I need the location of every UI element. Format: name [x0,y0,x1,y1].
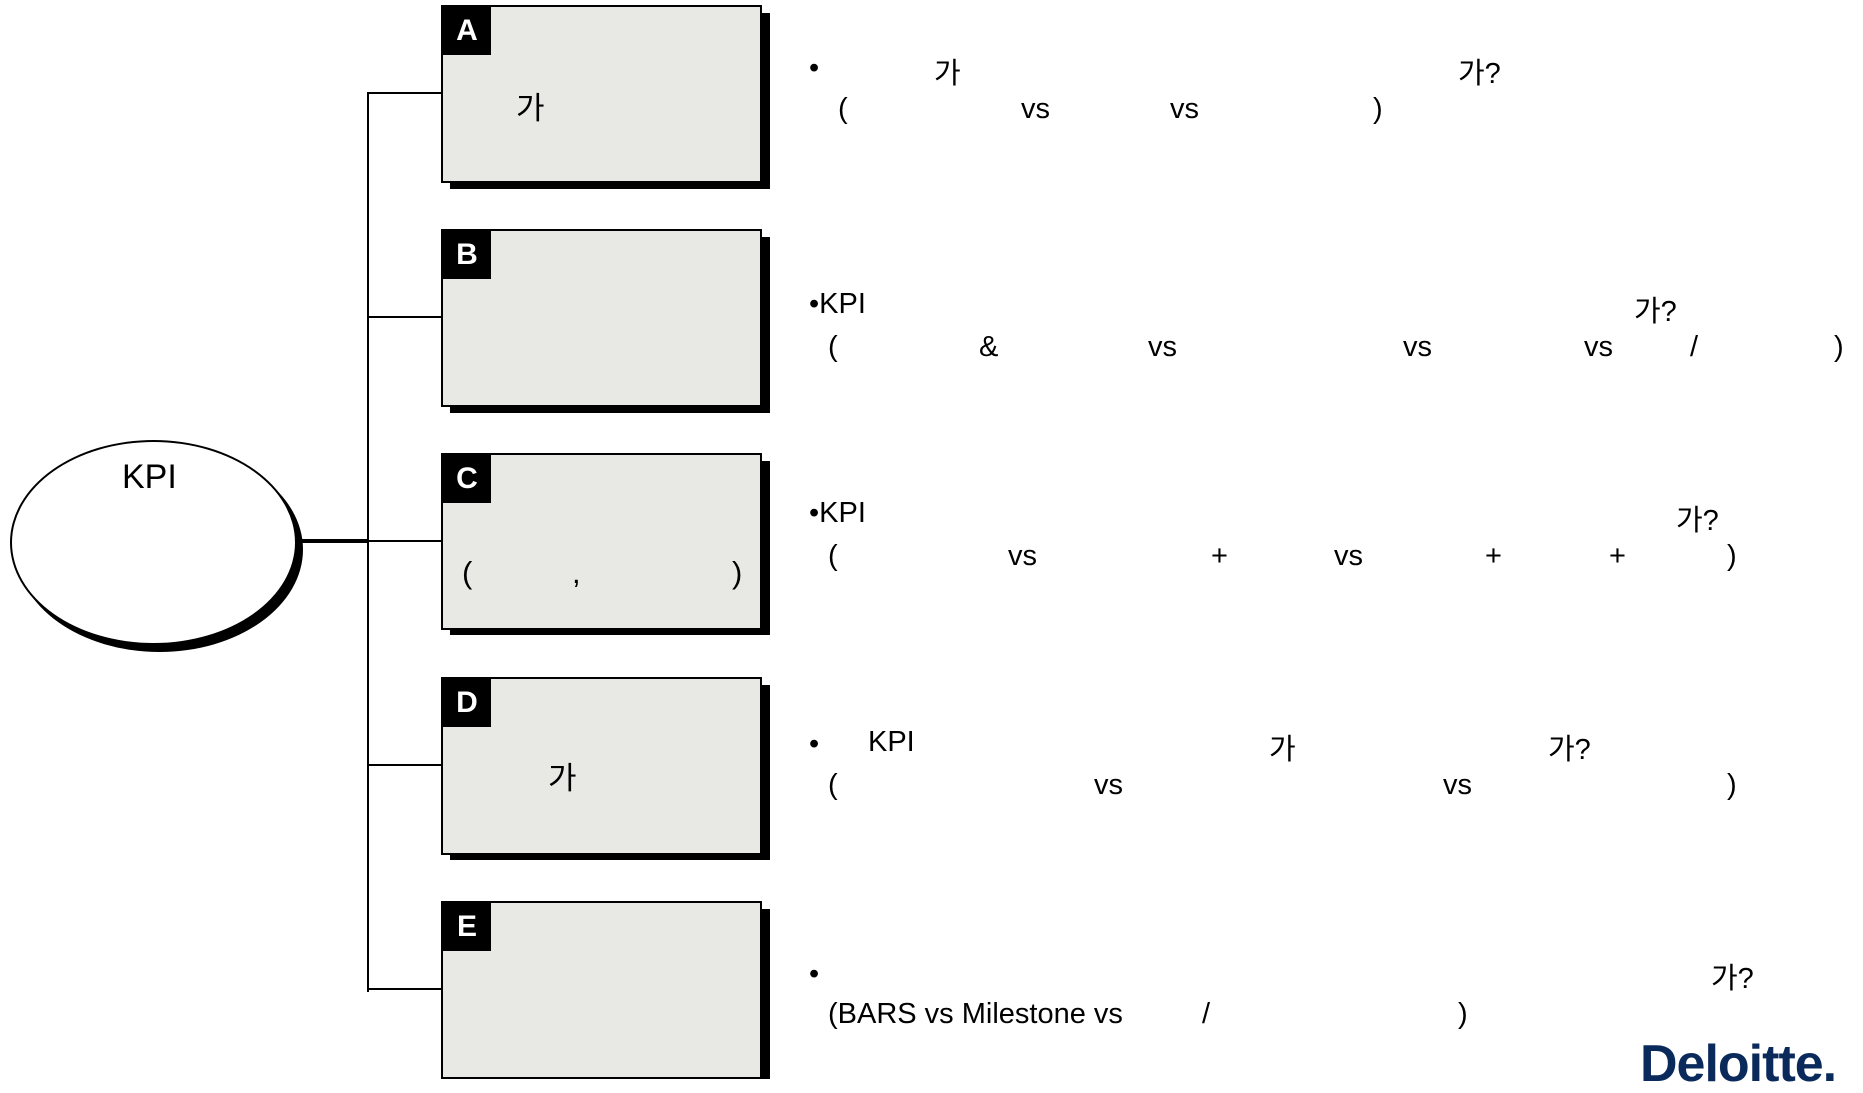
box-b-letter: B [443,231,491,279]
kpi-ellipse [10,440,297,645]
box-e-letter: E [443,903,491,951]
box-c: C ( , ) [441,453,762,630]
box-c-comma: , [572,555,581,590]
row-a-ga: 가 [934,58,961,90]
branch-a-connector [367,92,442,94]
trunk-connector [367,92,369,992]
row-d-bullet: • [809,728,820,760]
box-c-close-paren: ) [732,555,743,590]
deloitte-logo: Deloitte. [1640,1035,1837,1093]
row-b-vs-2: vs [1403,331,1432,363]
row-c-vs-1: vs [1008,540,1037,572]
row-d-open-paren: ( [828,769,838,801]
box-d-text: 가 [548,761,577,796]
row-c-vs-2: vs [1334,540,1363,572]
box-a: A 가 [441,5,762,183]
row-b-ampersand: & [979,331,999,363]
row-a-close-paren: ) [1373,93,1383,125]
row-b-slash: / [1690,331,1699,363]
row-a-vs-2: vs [1170,93,1199,125]
row-e-bullet: • [809,958,820,990]
branch-c-connector [367,540,442,542]
row-d-kpi: KPI [868,726,915,758]
row-a-question: 가? [1458,58,1501,90]
row-c-open-paren: ( [828,540,838,572]
row-c-plus-1: + [1211,540,1228,572]
row-e-slash: / [1202,998,1211,1030]
row-b-vs-1: vs [1148,331,1177,363]
row-e-close-paren: ) [1458,998,1468,1030]
box-c-open-paren: ( [462,555,473,590]
box-a-letter: A [443,7,491,55]
row-c-question: 가? [1676,505,1719,537]
row-d-close-paren: ) [1727,769,1737,801]
ellipse-connector [298,539,368,543]
row-d-vs-1: vs [1094,769,1123,801]
box-b: B [441,229,762,407]
row-a-bullet: • [809,52,820,84]
row-e-bars-milestone: (BARS vs Milestone vs [828,998,1123,1030]
box-c-letter: C [443,455,491,503]
branch-e-connector [367,988,442,990]
row-b-close-paren: ) [1834,331,1844,363]
box-a-text: 가 [516,91,545,126]
row-b-question: 가? [1634,296,1677,328]
row-d-vs-2: vs [1443,769,1472,801]
row-c-plus-2: + [1485,540,1502,572]
row-b-bullet-kpi: •KPI [809,288,866,320]
row-e-question: 가? [1711,963,1754,995]
branch-d-connector [367,764,442,766]
row-d-ga: 가 [1269,734,1296,766]
row-c-close-paren: ) [1727,540,1737,572]
branch-b-connector [367,316,442,318]
row-d-question: 가? [1548,734,1591,766]
row-c-plus-3: + [1609,540,1626,572]
row-b-vs-3: vs [1584,331,1613,363]
row-b-open-paren: ( [828,331,838,363]
box-e: E [441,901,762,1079]
box-d-letter: D [443,679,491,727]
row-c-bullet-kpi: •KPI [809,497,866,529]
row-a-vs-1: vs [1021,93,1050,125]
kpi-label: KPI [122,458,177,496]
box-d: D 가 [441,677,762,855]
row-a-open-paren: ( [838,93,848,125]
